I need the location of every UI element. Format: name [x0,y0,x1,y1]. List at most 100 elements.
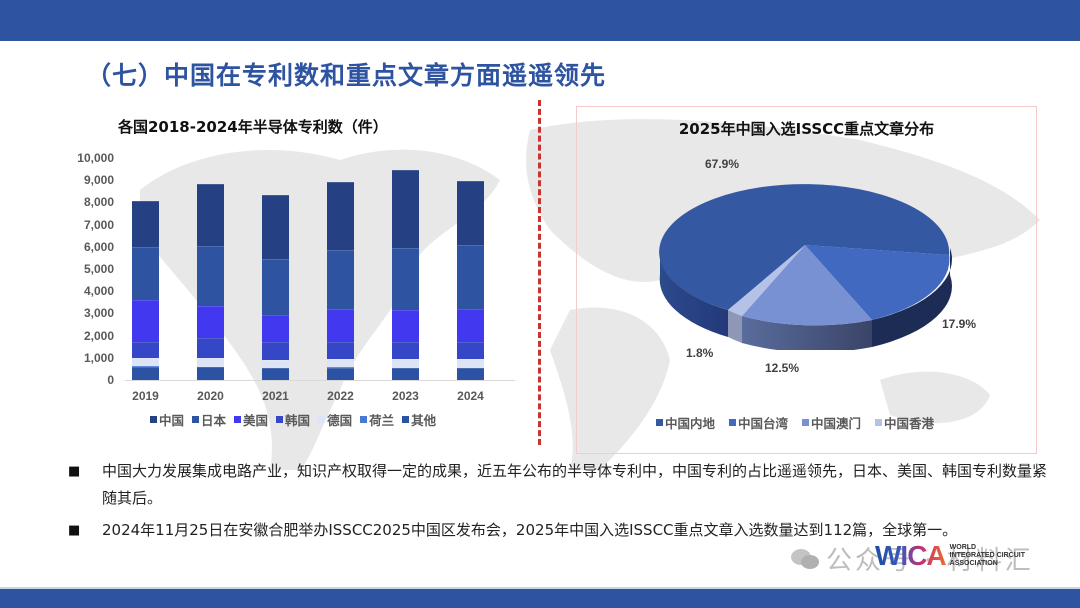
legend-label: 中国台湾 [738,416,789,431]
legend-label: 中国香港 [884,416,935,431]
bar-segment-韩国 [197,337,224,358]
legend-swatch-icon [150,416,157,423]
pie-side-mainland [659,248,728,337]
legend-swatch-icon [875,419,883,426]
bar-segment-日本 [132,246,159,301]
pie-slice-mainland [659,184,950,310]
x-tick-label: 2022 [327,389,354,403]
legend-item: 中国台湾 [729,413,788,432]
bullet-text: 中国大力发展集成电路产业，知识产权取得一定的成果，近五年公布的半导体专利中，中国… [102,462,1048,507]
bar-segment-美国 [197,305,224,338]
legend-item: 韩国 [276,410,310,429]
bar-segment-中国 [197,183,224,246]
y-tick-label: 4,000 [83,284,114,299]
pie-label-taiwan: 17.9% [942,317,977,331]
bar-segment-日本 [457,244,484,309]
legend-swatch-icon [276,416,284,423]
bar-segment-德国 [392,358,419,368]
legend-item: 中国 [150,410,184,429]
top-banner [0,0,1080,41]
y-tick-label: 1,000 [83,350,114,365]
legend-label: 其他 [411,413,437,428]
pie-slice-macau [742,245,872,326]
bullet-list: ■ 中国大力发展集成电路产业，知识产权取得一定的成果，近五年公布的半导体专利中，… [68,458,1058,549]
bar-segment-德国 [132,357,159,367]
legend-label: 中国 [159,413,185,428]
wica-logo-mark: WICA [875,540,947,571]
y-tick-label: 10,000 [77,151,114,165]
pie-slice-taiwan [805,245,950,320]
legend-item: 日本 [192,410,226,429]
watermark-text: 公众号 · 材料汇 [826,546,1034,576]
bar-segment-德国 [457,358,484,368]
pie-legend: 中国内地 中国台湾 中国澳门 中国香港 [656,413,934,432]
wica-logo-text: WORLD INTEGRATED CIRCUIT ASSOCIATION [949,544,1025,567]
bar-segment-日本 [392,247,419,311]
wechat-watermark: 公众号 · 材料汇 [790,540,1034,577]
legend-item: 中国内地 [656,413,715,432]
legend-swatch-icon [318,416,326,423]
bar-2022 [327,182,354,380]
pie-chart-title: 2025年中国入选ISSCC重点文章分布 [678,120,935,138]
pie-slice-hongkong [728,245,805,316]
bar-x-axis-line [125,380,515,381]
y-tick-label: 7,000 [83,217,114,232]
pie-chart-3d [659,184,952,350]
legend-label: 德国 [327,413,353,428]
bar-segment-德国 [197,357,224,367]
bar-2021 [262,194,289,380]
bar-2023 [392,170,419,380]
legend-swatch-icon [729,419,737,426]
y-tick-label: 5,000 [83,262,114,276]
x-tick-label: 2021 [262,389,289,403]
bar-2024 [457,181,484,380]
pie-side-taiwan [872,248,952,347]
legend-swatch-icon [802,419,810,426]
y-tick-label: 2,000 [83,328,114,343]
bar-segment-其他 [132,366,159,380]
bullet-item: ■ 中国大力发展集成电路产业，知识产权取得一定的成果，近五年公布的半导体专利中，… [68,458,1058,512]
bar-legend: 中国 日本 美国 韩国 德国 荷兰 其他 [150,410,436,429]
bar-segment-中国 [132,201,159,247]
y-tick-label: 3,000 [83,306,114,321]
square-bullet-icon: ■ [68,464,81,479]
legend-swatch-icon [402,416,410,423]
legend-label: 中国内地 [665,416,716,431]
bar-segment-其他 [327,367,354,380]
bar-segment-美国 [327,308,354,343]
legend-label: 中国澳门 [811,416,862,431]
bar-2019 [132,201,159,380]
bar-segment-韩国 [327,342,354,359]
x-tick-label: 2024 [457,389,484,403]
bullet-text: 2024年11月25日在安徽合肥举办ISSCC2025中国区发布会，2025年中… [102,521,958,539]
legend-label: 美国 [243,413,269,428]
bar-segment-韩国 [457,342,484,359]
legend-label: 荷兰 [369,413,395,428]
bar-segment-韩国 [262,342,289,361]
pie-side-macau [742,316,872,350]
bar-segment-其他 [392,368,419,380]
bar-segment-其他 [457,368,484,380]
bar-segment-日本 [262,259,289,315]
bar-segment-日本 [197,245,224,306]
legend-label: 日本 [201,413,227,428]
legend-item: 德国 [318,410,352,429]
bar-segment-日本 [327,250,354,309]
page-title: （七）中国在专利数和重点文章方面遥遥领先 [86,61,607,90]
legend-item: 其他 [402,410,436,429]
legend-swatch-icon [656,419,663,426]
bar-segment-韩国 [392,342,419,359]
legend-item: 中国澳门 [802,413,861,432]
bar-segment-其他 [262,368,289,380]
dashed-divider [538,100,541,445]
y-tick-label: 0 [107,373,114,387]
bar-segment-美国 [457,308,484,343]
legend-swatch-icon [234,416,242,423]
y-tick-label: 8,000 [83,195,114,210]
wechat-icon [791,548,819,569]
bar-segment-美国 [132,300,159,343]
bar-chart-title: 各国2018-2024年半导体专利数（件） [118,118,388,136]
bar-y-axis: 10,000 9,000 8,000 7,000 6,000 5,000 4,000 3,00… [58,150,114,390]
pie-side-hongkong [728,310,742,343]
bullet-item: ■ 2024年11月25日在安徽合肥举办ISSCC2025中国区发布会，2025… [68,517,1058,544]
